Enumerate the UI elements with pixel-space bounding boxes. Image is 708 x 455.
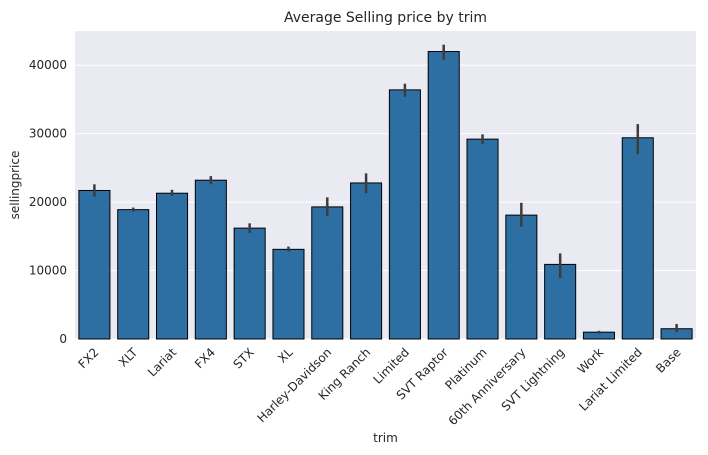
- x-axis-label: trim: [373, 431, 398, 445]
- bar: [194, 179, 227, 340]
- bar: [311, 206, 344, 340]
- error-bars: [93, 44, 678, 334]
- x-tick-label: Lariat: [145, 345, 179, 379]
- bar: [621, 137, 654, 340]
- x-tick-label: STX: [230, 345, 256, 371]
- bar: [388, 89, 421, 340]
- x-tick-label: XL: [275, 345, 296, 366]
- y-tick-label: 10000: [29, 264, 67, 278]
- bar: [117, 209, 150, 340]
- y-axis-ticks: 0 10000 20000 30000 40000: [29, 58, 67, 346]
- y-tick-label: 40000: [29, 58, 67, 72]
- x-tick-label: Work: [575, 345, 606, 376]
- bar: [505, 214, 538, 340]
- chart-title: Average Selling price by trim: [284, 10, 487, 26]
- bar: [466, 138, 499, 340]
- y-axis-label: sellingprice: [8, 151, 22, 220]
- y-tick-label: 30000: [29, 127, 67, 141]
- bar: [350, 182, 383, 340]
- bar: [427, 51, 460, 340]
- y-tick-label: 0: [59, 332, 67, 346]
- bar: [78, 189, 111, 340]
- bar: [272, 248, 305, 340]
- bar: [156, 192, 189, 340]
- x-tick-label: FX4: [192, 345, 218, 371]
- x-axis-ticks: FX2 XLT Lariat FX4 STX XLHarley-DavidsonKing …: [76, 345, 684, 428]
- bars: [78, 51, 693, 340]
- bar: [233, 227, 266, 340]
- x-tick-label: XLT: [116, 345, 141, 370]
- x-tick-label: Base: [653, 345, 684, 376]
- y-tick-label: 20000: [29, 195, 67, 209]
- x-tick-label: FX2: [76, 345, 102, 371]
